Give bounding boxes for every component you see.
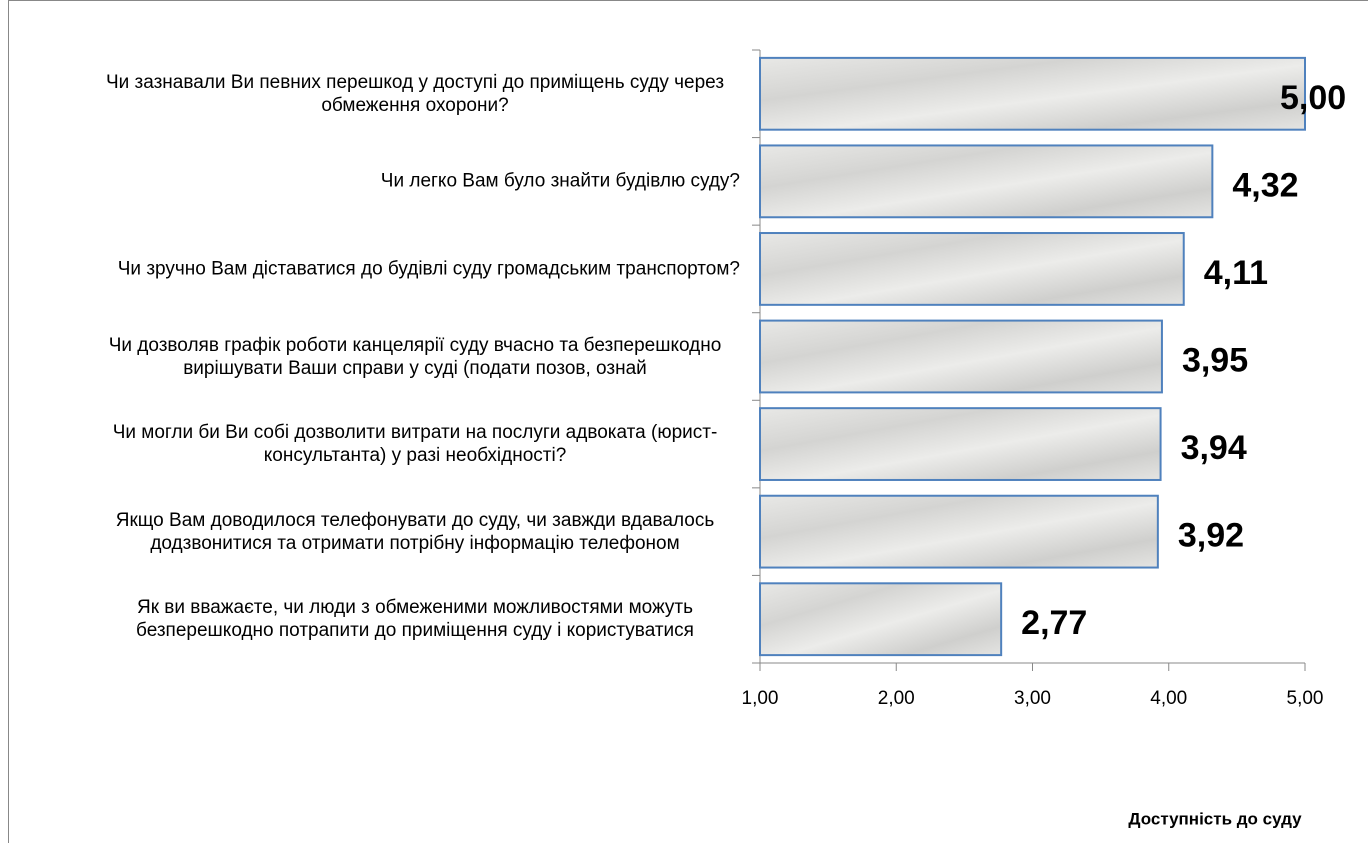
x-tick-label: 3,00 xyxy=(1014,688,1051,709)
axis-title: Доступність до суду xyxy=(1128,809,1302,828)
value-label: 5,00 xyxy=(1280,79,1346,117)
bar xyxy=(759,494,1159,569)
bar xyxy=(759,232,1185,306)
bar xyxy=(759,56,1306,131)
value-label: 3,94 xyxy=(1181,429,1247,467)
x-tick-label: 1,00 xyxy=(742,688,779,709)
value-label: 4,32 xyxy=(1232,166,1298,204)
chart-border xyxy=(8,0,1368,843)
bar xyxy=(759,319,1163,394)
x-tick-label: 5,00 xyxy=(1287,688,1324,709)
category-label: Чи зручно Вам діставатися до будівлі суд… xyxy=(117,258,740,280)
value-label: 4,11 xyxy=(1204,254,1268,292)
category-label: Як ви вважаєте, чи люди з обмеженими мож… xyxy=(136,597,694,642)
value-label: 3,95 xyxy=(1182,341,1248,379)
category-label: Чи легко Вам було знайти будівлю суду? xyxy=(380,170,740,192)
category-label: Чи зазнавали Ви певних перешкод у доступ… xyxy=(105,71,725,116)
x-tick-label: 2,00 xyxy=(878,688,915,709)
category-label: Чи могли би Ви собі дозволити витрати на… xyxy=(112,422,718,467)
x-tick-label: 4,00 xyxy=(1150,688,1187,709)
value-label: 3,92 xyxy=(1178,517,1244,555)
bar xyxy=(759,144,1214,219)
bar xyxy=(759,407,1162,481)
value-label: 2,77 xyxy=(1021,604,1087,642)
category-label: Чи дозволяв графік роботи канцелярії суд… xyxy=(108,334,722,379)
bar xyxy=(759,582,1003,657)
category-label: Якщо Вам доводилося телефонувати до суду… xyxy=(115,509,715,554)
